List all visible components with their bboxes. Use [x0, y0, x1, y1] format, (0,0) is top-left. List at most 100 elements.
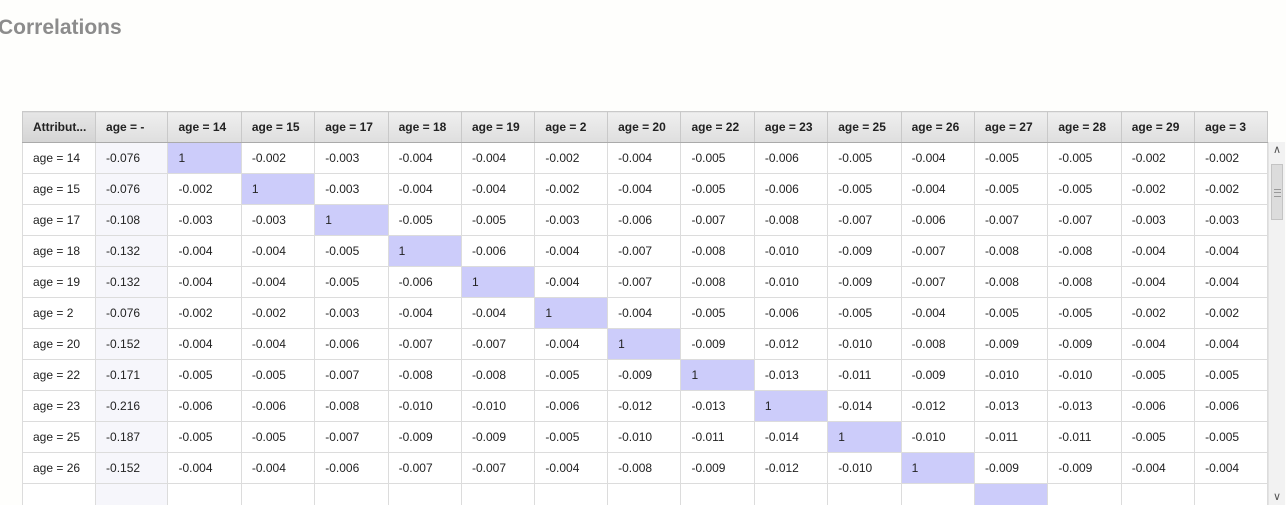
column-header[interactable]: age = 2 — [534, 111, 609, 143]
column-header[interactable]: age = 25 — [827, 111, 902, 143]
table-cell: -0.004 — [1120, 235, 1196, 267]
table-cell: -0.005 — [973, 142, 1049, 174]
table-cell: -0.010 — [607, 421, 682, 453]
column-header[interactable]: age = 15 — [240, 111, 316, 143]
table-cell: -0.004 — [900, 297, 975, 329]
correlation-table: Attribut... age = - age = 14 age = 15 age = … — [22, 111, 1268, 505]
table-cell: -0.003 — [314, 142, 389, 174]
table-cell: -0.008 — [314, 390, 389, 422]
table-cell: -0.007 — [680, 204, 755, 236]
table-cell — [387, 483, 462, 505]
column-header[interactable]: age = 26 — [900, 111, 975, 143]
row-label: age = 20 — [22, 328, 97, 360]
column-header[interactable]: age = 18 — [387, 111, 462, 143]
table-cell: -0.008 — [753, 204, 829, 236]
table-cell: -0.002 — [1120, 173, 1196, 205]
column-header[interactable]: age = 27 — [973, 111, 1049, 143]
table-row: age = 18 -0.132 -0.004 -0.004 -0.005 1 -0.006-… — [22, 235, 1268, 267]
vertical-scrollbar[interactable]: ∧ ∨ — [1268, 142, 1285, 505]
table-cell: -0.005 — [1120, 359, 1196, 391]
column-header-attribute[interactable]: Attribut... — [22, 111, 97, 143]
table-cell: -0.005 — [1047, 173, 1122, 205]
table-cell: -0.004 — [534, 452, 609, 484]
table-cell — [1047, 483, 1122, 505]
row-label: age = 22 — [22, 359, 97, 391]
table-cell: -0.012 — [753, 328, 829, 360]
column-header[interactable]: age = 3 — [1194, 111, 1268, 143]
table-cell: -0.009 — [1047, 328, 1122, 360]
table-cell: -0.004 — [607, 297, 682, 329]
table-cell: -0.005 — [680, 142, 755, 174]
table-cell: -0.007 — [1047, 204, 1122, 236]
table-cell: -0.004 — [1120, 266, 1196, 298]
column-header[interactable]: age = 17 — [314, 111, 389, 143]
table-cell: -0.003 — [1194, 204, 1268, 236]
column-header[interactable]: age = 20 — [607, 111, 682, 143]
table-cell: -0.009 — [973, 452, 1049, 484]
table-cell: -0.004 — [534, 328, 609, 360]
table-row: age = 25 -0.187 -0.005 -0.005 -0.007 -0.009 -0… — [22, 421, 1268, 453]
table-cell — [240, 483, 316, 505]
table-cell: -0.002 — [167, 297, 242, 329]
column-header[interactable]: age = 14 — [167, 111, 242, 143]
table-cell: -0.005 — [680, 173, 755, 205]
table-cell: -0.008 — [680, 266, 755, 298]
column-header[interactable]: age = 22 — [680, 111, 755, 143]
table-cell: -0.009 — [900, 359, 975, 391]
table-cell: -0.005 — [1120, 421, 1196, 453]
table-cell: -0.005 — [1194, 359, 1268, 391]
chevron-up-icon[interactable]: ∧ — [1272, 144, 1282, 156]
table-cell: -0.004 — [1194, 452, 1268, 484]
column-header[interactable]: age = 19 — [460, 111, 536, 143]
table-cell: -0.013 — [753, 359, 829, 391]
table-cell: -0.003 — [534, 204, 609, 236]
table-cell: -0.007 — [827, 204, 902, 236]
table-cell: -0.005 — [1194, 421, 1268, 453]
table-cell: -0.004 — [900, 173, 975, 205]
table-cell: -0.005 — [1047, 142, 1122, 174]
table-cell: -0.007 — [607, 235, 682, 267]
table-cell: -0.003 — [314, 173, 389, 205]
table-cell: -0.009 — [973, 328, 1049, 360]
table-cell: -0.132 — [95, 235, 169, 267]
grip-icon — [1274, 189, 1281, 197]
table-cell — [680, 483, 755, 505]
column-header[interactable]: age = 28 — [1047, 111, 1122, 143]
column-header[interactable]: age = - — [95, 111, 169, 143]
table-cell: -0.004 — [607, 142, 682, 174]
table-cell: -0.004 — [900, 142, 975, 174]
table-cell: -0.005 — [973, 297, 1049, 329]
table-cell: -0.002 — [1194, 297, 1268, 329]
table-cell — [607, 483, 682, 505]
table-cell: -0.010 — [973, 359, 1049, 391]
table-cell: -0.005 — [314, 235, 389, 267]
scrollbar-thumb[interactable] — [1271, 164, 1283, 220]
table-cell: -0.004 — [387, 173, 462, 205]
table-cell: -0.002 — [534, 173, 609, 205]
column-header[interactable]: age = 29 — [1120, 111, 1196, 143]
table-row — [22, 483, 1268, 505]
table-cell: -0.010 — [900, 421, 975, 453]
table-cell: -0.010 — [827, 328, 902, 360]
table-cell: -0.007 — [314, 421, 389, 453]
table-cell — [1120, 483, 1196, 505]
table-cell: -0.006 — [900, 204, 975, 236]
table-cell: -0.004 — [1120, 452, 1196, 484]
table-cell: -0.076 — [95, 297, 169, 329]
table-cell — [460, 483, 536, 505]
table-cell: -0.002 — [1120, 297, 1196, 329]
table-cell: -0.005 — [167, 359, 242, 391]
table-cell: -0.187 — [95, 421, 169, 453]
correlation-table-viewport: Attribut... age = - age = 14 age = 15 age = … — [22, 111, 1268, 505]
diagonal-cell: 1 — [827, 421, 902, 453]
row-label: age = 2 — [22, 297, 97, 329]
table-cell: -0.008 — [1047, 266, 1122, 298]
table-cell: -0.008 — [387, 359, 462, 391]
table-cell: -0.006 — [753, 142, 829, 174]
table-cell — [314, 483, 389, 505]
table-cell: -0.004 — [460, 142, 536, 174]
column-header[interactable]: age = 23 — [753, 111, 829, 143]
chevron-down-icon[interactable]: ∨ — [1272, 491, 1282, 503]
row-label — [22, 483, 97, 505]
table-cell: -0.010 — [460, 390, 536, 422]
